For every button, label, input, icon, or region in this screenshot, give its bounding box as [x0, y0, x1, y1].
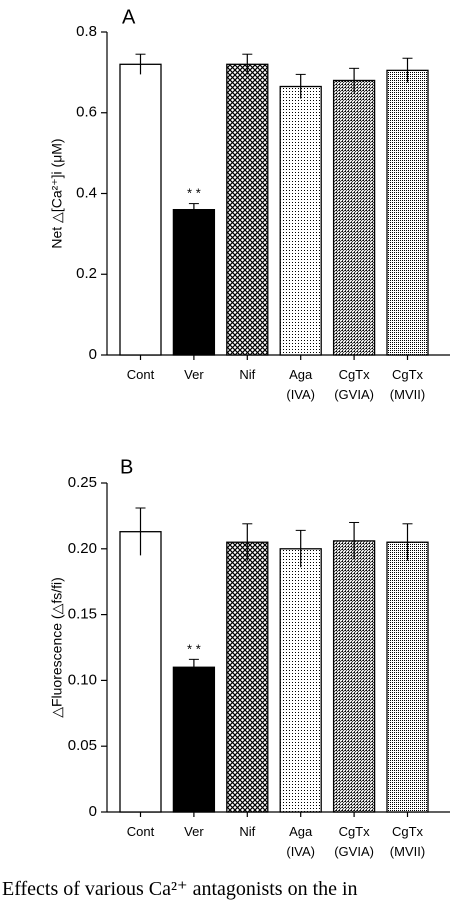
y-axis-label: Net △[Ca²⁺]i (μM)	[49, 138, 65, 248]
figure-caption: Effects of various Ca²⁺ antagonists on t…	[2, 878, 358, 900]
y-axis-label: △Fluorescence (△fs/fi)	[49, 577, 65, 718]
category-label: CgTx	[392, 824, 424, 839]
panel-label: A	[122, 6, 136, 28]
category-sublabel: (MVII)	[390, 387, 425, 402]
bar-2	[172, 666, 216, 813]
chart-panel-a: A 0 0.2 0.4 0.6 0.8 Net △[Ca²⁺]i (μM) Cont Ver * …	[49, 6, 450, 402]
category-label: Cont	[127, 824, 155, 839]
category-label: Aga	[289, 824, 313, 839]
y-tick-label: 0.2	[76, 265, 97, 282]
category-label: Ver	[184, 367, 204, 382]
category-sublabel: (MVII)	[390, 844, 425, 859]
significance-marker: * *	[187, 641, 201, 656]
panel-label: B	[120, 456, 133, 478]
category-label: CgTx	[392, 367, 424, 382]
category-label: Nif	[239, 367, 255, 382]
bar-4	[279, 85, 322, 356]
bar-2	[172, 208, 216, 356]
category-label: CgTx	[339, 367, 371, 382]
y-tick-label: 0.20	[68, 540, 97, 557]
y-tick-label: 0.6	[76, 104, 97, 121]
bar-3	[226, 63, 269, 356]
category-label: Ver	[184, 824, 204, 839]
y-tick-label: 0	[89, 346, 97, 363]
bar-6	[386, 541, 429, 813]
y-tick-label: 0.15	[68, 606, 97, 623]
chart-panel-b: B 0 0.05 0.10 0.15 0.20 0.25 △Fluorescence (△fs…	[49, 456, 450, 859]
bar-5	[332, 79, 376, 356]
category-sublabel: (IVA)	[286, 387, 315, 402]
y-tick-label: 0	[89, 803, 97, 820]
bar-5	[332, 540, 376, 813]
bar-3	[226, 541, 269, 813]
category-label: Cont	[127, 367, 155, 382]
category-label: Nif	[239, 824, 255, 839]
y-tick-label: 0.05	[68, 737, 97, 754]
bar-1	[119, 531, 162, 813]
bar-4	[279, 548, 322, 813]
category-sublabel: (GVIA)	[334, 844, 374, 859]
category-label: Aga	[289, 367, 313, 382]
bar-1	[119, 63, 162, 356]
category-sublabel: (GVIA)	[334, 387, 374, 402]
y-tick-label: 0.10	[68, 671, 97, 688]
bar-6	[386, 69, 429, 356]
y-tick-label: 0.8	[76, 23, 97, 40]
y-tick-label: 0.4	[76, 184, 97, 201]
category-label: CgTx	[339, 824, 371, 839]
category-sublabel: (IVA)	[286, 844, 315, 859]
y-tick-label: 0.25	[68, 474, 97, 491]
significance-marker: * *	[187, 186, 201, 201]
